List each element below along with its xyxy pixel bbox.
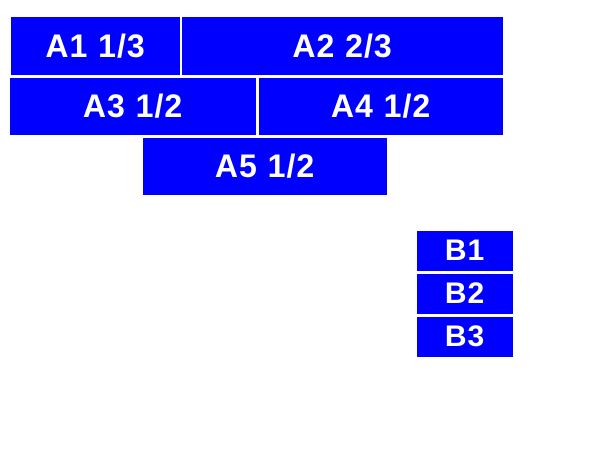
box-a3-label: A3 1/2 [82, 88, 184, 124]
box-b2-label: B2 [444, 277, 486, 310]
box-a5: A5 1/2 [143, 138, 387, 195]
box-a5-label: A5 1/2 [214, 148, 316, 184]
box-a3: A3 1/2 [10, 78, 256, 135]
box-a2-label: A2 2/3 [292, 27, 393, 64]
box-a1: A1 1/3 [11, 17, 180, 75]
box-b3: B3 [417, 317, 513, 357]
box-b1-label: B1 [444, 234, 486, 267]
box-b2: B2 [417, 274, 513, 314]
box-b3-label: B3 [444, 320, 486, 353]
box-a4: A4 1/2 [259, 78, 503, 135]
box-a4-label: A4 1/2 [330, 88, 432, 124]
box-a2: A2 2/3 [182, 17, 503, 75]
box-b1: B1 [417, 231, 513, 271]
box-a1-label: A1 1/3 [45, 27, 146, 64]
